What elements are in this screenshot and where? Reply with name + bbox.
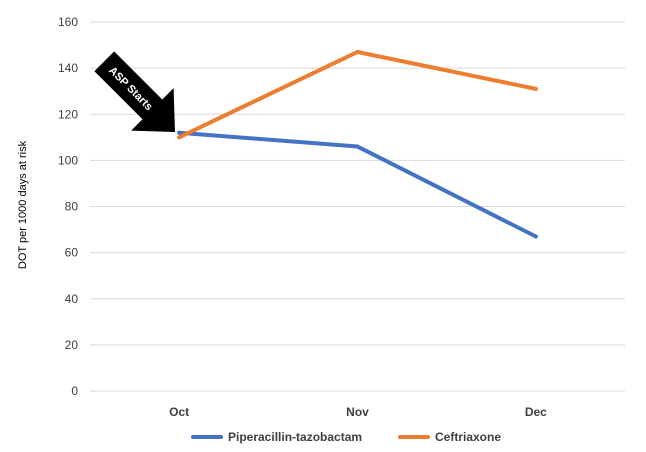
data-point [533,86,538,91]
data-point [177,135,182,140]
x-axis-ticks: Oct Nov Dec [169,405,547,419]
y-axis-ticks: 0 20 40 60 80 100 120 140 160 [58,15,78,398]
gridlines [90,21,625,392]
x-tick-label: Nov [346,405,369,419]
data-point [533,234,538,239]
y-tick-label: 100 [58,153,78,167]
legend-label: Piperacillin-tazobactam [228,430,362,444]
series-line [177,49,538,140]
data-point [355,144,360,149]
x-tick-label: Dec [525,405,547,419]
legend-label: Ceftriaxone [435,430,501,444]
series-lines [177,49,538,239]
y-tick-label: 0 [71,384,78,398]
y-tick-label: 80 [65,200,79,214]
annotation-arrow-shape [94,51,175,132]
y-tick-label: 140 [58,61,78,75]
y-tick-label: 40 [65,292,79,306]
y-tick-label: 20 [65,338,79,352]
y-tick-label: 60 [65,246,79,260]
data-point [355,49,360,54]
data-point [177,130,182,135]
x-tick-label: Oct [169,405,189,419]
legend: Piperacillin-tazobactam Ceftriaxone [191,430,501,444]
y-tick-label: 120 [58,107,78,121]
y-axis-title: DOT per 1000 days at risk [17,140,29,269]
y-tick-label: 160 [58,15,78,29]
